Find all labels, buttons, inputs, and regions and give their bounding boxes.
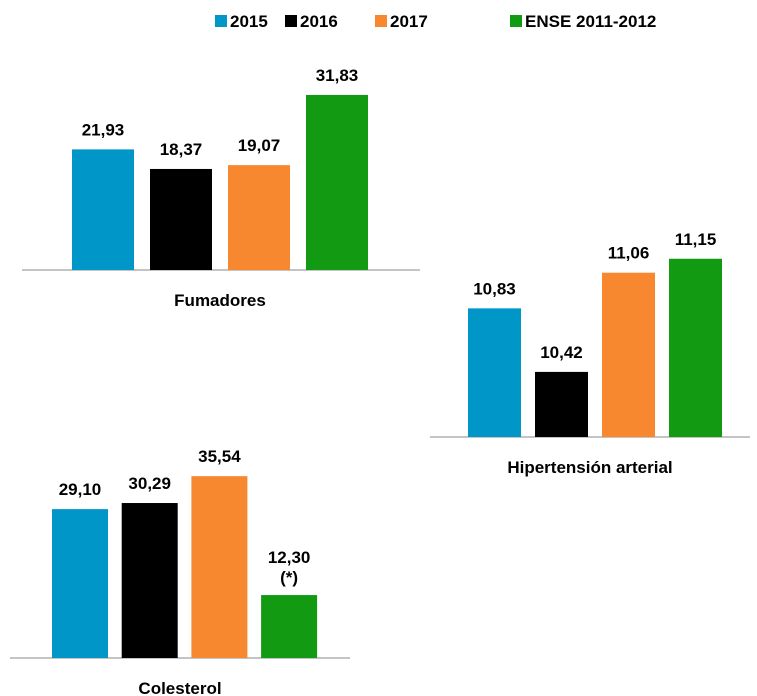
bar [306, 94, 368, 270]
value-label: 35,54 [198, 447, 241, 466]
value-label: 11,15 [675, 230, 717, 249]
legend-swatch [215, 15, 227, 27]
value-label: 12,30 [268, 548, 311, 567]
legend-label: 2016 [300, 12, 338, 31]
value-label: 30,29 [128, 474, 171, 493]
bar [72, 149, 134, 270]
bar [228, 165, 290, 270]
bar [261, 595, 318, 658]
category-label: Hipertensión arterial [507, 458, 672, 477]
legend-swatch [375, 15, 387, 27]
category-label: Fumadores [174, 291, 266, 310]
bar [602, 272, 655, 437]
bar [121, 503, 178, 658]
bar [535, 371, 588, 437]
bar [191, 476, 248, 658]
bar [52, 509, 108, 658]
legend-swatch [285, 15, 297, 27]
bar [150, 168, 212, 270]
bar [468, 308, 521, 437]
value-label: 18,37 [160, 140, 203, 159]
category-label: Colesterol [138, 679, 221, 696]
value-label: 21,93 [82, 120, 125, 139]
legend-swatch [510, 15, 522, 27]
value-label: 29,10 [59, 480, 102, 499]
value-label: 10,83 [473, 279, 516, 298]
value-annotation: (*) [280, 568, 298, 587]
bar [669, 258, 722, 437]
legend-label: 2015 [230, 12, 268, 31]
legend-label: 2017 [390, 12, 428, 31]
value-label: 19,07 [238, 136, 281, 155]
value-label: 10,42 [540, 343, 583, 362]
value-label: 11,06 [608, 244, 650, 263]
legend-label: ENSE 2011-2012 [525, 12, 656, 31]
value-label: 31,83 [316, 66, 359, 85]
